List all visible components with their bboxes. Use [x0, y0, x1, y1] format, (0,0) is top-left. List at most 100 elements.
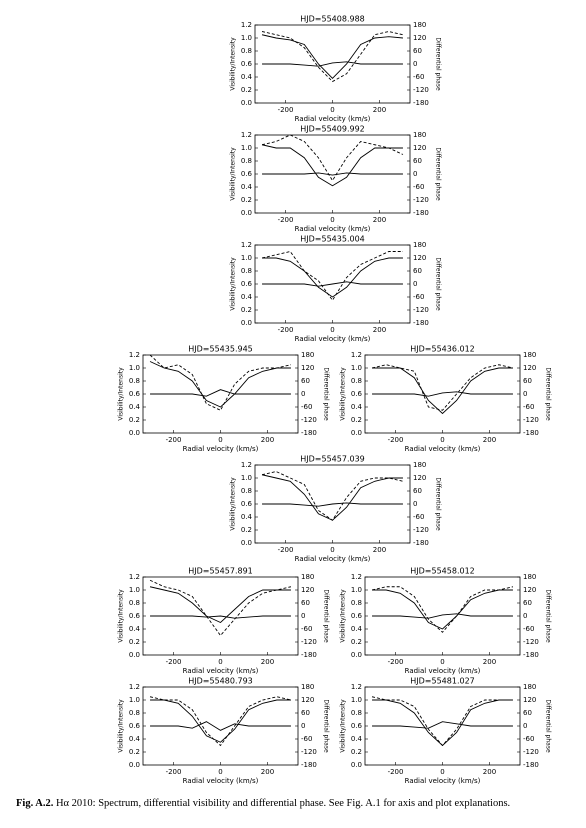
series-line — [261, 144, 403, 187]
y2-tick-label: 120 — [301, 696, 314, 704]
y2-tick-label: -120 — [301, 638, 317, 646]
series-line — [372, 721, 513, 729]
panel-title: HJD=55435.945 — [188, 345, 253, 354]
y-tick-label: 0.6 — [129, 722, 141, 730]
y2-tick-label: 180 — [301, 573, 314, 581]
panel-title: HJD=55457.039 — [300, 455, 365, 464]
y2-tick-label: -180 — [301, 429, 317, 437]
series-line — [262, 257, 403, 298]
y-tick-label: 0.2 — [129, 416, 140, 424]
y-tick-label: 0.4 — [241, 513, 253, 521]
series-line — [261, 134, 404, 182]
y2-tick-label: 180 — [413, 21, 426, 29]
y-tick-label: 1.2 — [129, 351, 140, 359]
y2-tick-label: -180 — [413, 539, 429, 547]
y-tick-label: 1.0 — [351, 586, 362, 594]
y-axis-label: Visibility/Intensity — [230, 37, 237, 91]
y2-tick-label: -120 — [523, 638, 539, 646]
y-tick-label: 1.0 — [241, 474, 252, 482]
series-line — [150, 699, 291, 743]
x-axis-label: Radial velocity (km/s) — [295, 115, 371, 123]
y-tick-label: 1.2 — [241, 241, 252, 249]
y-tick-label: 0.6 — [241, 170, 253, 178]
x-tick-label: 0 — [440, 436, 444, 444]
x-axis-label: Radial velocity (km/s) — [405, 777, 481, 785]
x-tick-label: -200 — [166, 436, 182, 444]
y2-tick-label: -60 — [523, 403, 534, 411]
series-line — [149, 586, 291, 624]
y-tick-label: 0.0 — [129, 761, 140, 769]
y2-tick-label: -180 — [413, 99, 429, 107]
figure: HJD=55408.988 Radial velocity (km/s) Visib… — [118, 15, 552, 786]
y2-axis-label: Differential phase — [545, 367, 552, 421]
panel-title: HJD=55436.012 — [410, 345, 475, 354]
y2-tick-label: 120 — [523, 586, 536, 594]
y2-tick-label: 180 — [413, 461, 426, 469]
x-tick-label: 200 — [261, 658, 274, 666]
x-tick-label: 0 — [218, 658, 222, 666]
y-axis-label: Visibility/Intensity — [118, 367, 125, 421]
x-tick-label: -200 — [278, 106, 294, 114]
x-tick-label: 200 — [373, 546, 386, 554]
y-tick-label: 0.6 — [351, 390, 363, 398]
y2-tick-label: -120 — [413, 196, 429, 204]
y-tick-label: 0.6 — [351, 612, 363, 620]
x-tick-label: -200 — [388, 658, 404, 666]
y2-tick-label: 120 — [413, 474, 426, 482]
panel-title: HJD=55409.992 — [300, 125, 365, 134]
y2-axis-label: Differential phase — [323, 367, 330, 421]
y2-tick-label: 0 — [523, 390, 527, 398]
series-line — [261, 474, 403, 521]
y2-axis-label: Differential phase — [545, 699, 552, 753]
y2-tick-label: -60 — [413, 73, 424, 81]
series-line — [149, 696, 292, 747]
y2-tick-label: -60 — [301, 625, 312, 633]
y2-tick-label: 0 — [301, 612, 305, 620]
y-tick-label: 1.0 — [351, 696, 362, 704]
y2-tick-label: 180 — [301, 683, 314, 691]
x-tick-label: 0 — [218, 436, 222, 444]
x-tick-label: 0 — [218, 768, 222, 776]
y-tick-label: 0.8 — [241, 47, 252, 55]
y-axis-label: Visibility/Intensity — [230, 257, 237, 311]
x-tick-label: 0 — [330, 216, 334, 224]
series-line — [371, 586, 514, 633]
x-axis-label: Radial velocity (km/s) — [295, 335, 371, 343]
y2-axis-label: Differential phase — [435, 37, 442, 91]
y-tick-label: 0.2 — [351, 416, 362, 424]
y-axis-label: Visibility/Intensity — [230, 477, 237, 531]
x-tick-label: 0 — [440, 768, 444, 776]
y2-axis-label: Differential phase — [323, 589, 330, 643]
y-tick-label: 0.4 — [241, 183, 253, 191]
series-line — [262, 172, 403, 176]
x-tick-label: 0 — [440, 658, 444, 666]
y-tick-label: 0.2 — [351, 748, 362, 756]
y-tick-label: 0.4 — [129, 403, 141, 411]
x-tick-label: 200 — [483, 768, 496, 776]
y2-tick-label: 60 — [523, 377, 532, 385]
y-tick-label: 1.2 — [241, 21, 252, 29]
y-tick-label: 1.0 — [129, 586, 140, 594]
series-line — [149, 361, 291, 408]
y-tick-label: 1.2 — [129, 573, 140, 581]
y2-tick-label: 120 — [523, 696, 536, 704]
y-tick-label: 0.0 — [241, 539, 252, 547]
y2-tick-label: 0 — [413, 60, 417, 68]
y2-tick-label: 60 — [413, 487, 422, 495]
x-tick-label: 200 — [483, 436, 496, 444]
x-axis-label: Radial velocity (km/s) — [183, 667, 259, 675]
x-tick-label: -200 — [388, 436, 404, 444]
series-line — [372, 613, 513, 619]
panel-title: HJD=55408.988 — [300, 15, 365, 24]
y-tick-label: 0.4 — [129, 625, 141, 633]
y-tick-label: 0.4 — [241, 293, 253, 301]
y2-tick-label: -60 — [413, 183, 424, 191]
x-tick-label: 0 — [330, 106, 334, 114]
series-line — [372, 699, 513, 747]
y-axis-label: Visibility/Intensity — [118, 589, 125, 643]
y-tick-label: 1.2 — [241, 131, 252, 139]
x-tick-label: 0 — [330, 546, 334, 554]
series-line — [262, 502, 403, 507]
y-tick-label: 0.4 — [351, 735, 363, 743]
y2-tick-label: 60 — [301, 709, 310, 717]
